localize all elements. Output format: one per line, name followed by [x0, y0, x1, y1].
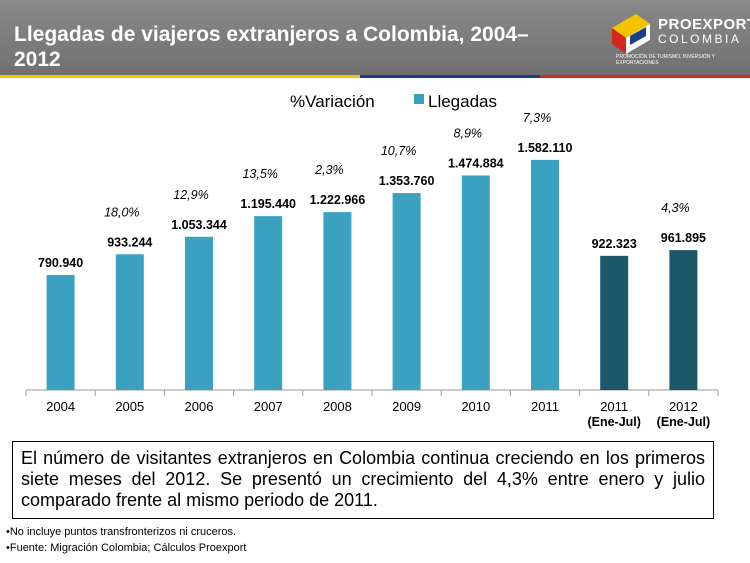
value-label-0: 790.940	[38, 256, 83, 270]
bar-1	[115, 254, 144, 390]
variation-label-4: 2,3%	[314, 163, 344, 177]
bar-3	[254, 216, 283, 390]
value-label-6: 1.474.884	[448, 156, 504, 170]
value-label-7: 1.582.110	[518, 141, 573, 155]
footnote-2: •Fuente: Migración Colombia; Cálculos Pr…	[6, 542, 247, 554]
variation-label-7: 7,3%	[523, 111, 552, 125]
footnote-1: •No incluye puntos transfronterizos ni c…	[6, 526, 237, 538]
x-tick-label-7: 2011	[531, 399, 559, 414]
bar-9	[669, 250, 698, 390]
proexport-logo: PROEXPORT COLOMBIA PROMOCIÓN DE TURISMO,…	[606, 10, 750, 70]
x-tick-label-8-sub: (Ene-Jul)	[587, 415, 640, 429]
bar-6	[461, 175, 490, 390]
variation-label-1: 18,0%	[104, 205, 139, 219]
x-tick-label-9: 2012	[669, 399, 698, 414]
logo-tagline: PROMOCIÓN DE TURISMO, INVERSIÓN Y EXPORT…	[616, 54, 715, 66]
variation-label-2: 12,9%	[173, 188, 208, 202]
x-tick-label-8: 2011	[600, 399, 628, 414]
x-tick-label-3: 2007	[254, 399, 283, 414]
logo-flag-icon	[612, 14, 650, 54]
value-label-3: 1.195.440	[240, 197, 296, 211]
x-tick-label-9-sub: (Ene-Jul)	[657, 415, 710, 429]
arrivals-bar-chart: %Variación Llegadas 790.940 2004 933.244 18…	[25, 92, 719, 429]
value-label-5: 1.353.760	[379, 174, 435, 188]
bar-8	[600, 255, 629, 390]
value-label-8: 922.323	[592, 237, 637, 251]
x-tick-label-1: 2005	[115, 399, 144, 414]
bar-0	[46, 274, 75, 390]
slide-title: Llegadas de viajeros extranjeros a Colom…	[14, 23, 529, 71]
legend-variation-label: %Variación	[290, 92, 375, 111]
summary-note: El número de visitantes extranjeros en C…	[12, 441, 714, 519]
legend-arrivals-label: Llegadas	[428, 92, 497, 111]
variation-label-5: 10,7%	[381, 144, 416, 158]
value-label-2: 1.053.344	[171, 218, 227, 232]
x-tick-label-4: 2008	[323, 399, 352, 414]
variation-label-6: 8,9%	[454, 126, 483, 140]
value-label-4: 1.222.966	[310, 193, 366, 207]
variation-label-9: 4,3%	[661, 201, 690, 215]
x-tick-label-0: 2004	[46, 399, 75, 414]
header-stripe	[0, 75, 750, 78]
x-tick-label-5: 2009	[392, 399, 421, 414]
chart-legend: %Variación Llegadas	[290, 92, 497, 111]
x-tick-label-6: 2010	[461, 399, 490, 414]
logo-subtext: COLOMBIA	[658, 32, 742, 46]
x-tick-label-2: 2006	[185, 399, 214, 414]
bar-5	[392, 193, 421, 390]
bar-2	[185, 236, 213, 390]
slide-header: Llegadas de viajeros extranjeros a Colom…	[0, 0, 750, 78]
bar-4	[323, 212, 352, 390]
legend-arrivals-swatch	[414, 94, 424, 104]
value-label-9: 961.895	[661, 231, 706, 245]
value-label-1: 933.244	[107, 235, 152, 249]
logo-text: PROEXPORT	[658, 16, 750, 33]
variation-label-3: 13,5%	[242, 167, 277, 181]
bar-7	[531, 159, 559, 390]
